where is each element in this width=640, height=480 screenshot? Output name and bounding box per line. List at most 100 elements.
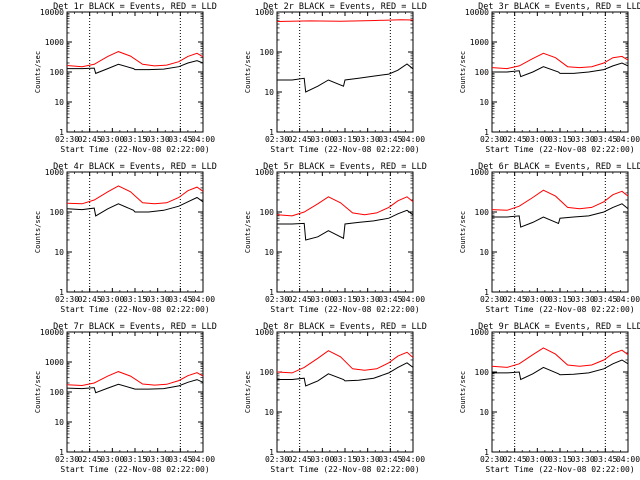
panel-2-series-events [277,63,414,93]
panel-5-xtick-label: 02:45 [288,295,312,304]
panel-8-ylabel: Counts/sec [244,371,252,413]
panel-3-ytick-label: 10000 [465,8,489,17]
panel-5-xtick-label: 03:30 [356,295,380,304]
panel-1-xtick-label: 03:15 [123,135,147,144]
panel-3-xtick-label: 03:45 [593,135,617,144]
panel-2-xtick-label: 03:45 [378,135,402,144]
panel-9-series-lld [491,347,629,368]
panel-2-title: Det 2r BLACK = Events, RED = LLD [263,2,427,12]
panel-7-series-lld [66,371,204,387]
panel-8-ytick-label: 100 [260,368,275,377]
panel-4-xlabel: Start Time (22-Nov-08 02:22:00) [60,305,209,314]
panel-5-xtick-label: 02:30 [265,295,289,304]
panel-4-frame [66,171,204,293]
panel-3-xtick-label: 02:30 [480,135,504,144]
panel-4-xtick-label: 03:45 [168,295,192,304]
panel-6-ytick-label: 1000 [470,168,489,177]
panel-4-series-lld [66,185,204,205]
panel-3-frame [491,11,629,133]
panel-1-xtick-label: 03:00 [100,135,124,144]
panel-1-ytick-label: 10000 [40,8,64,17]
panel-8-xlabel: Start Time (22-Nov-08 02:22:00) [270,465,419,474]
panel-5-xtick-label: 03:00 [310,295,334,304]
panel-2-ytick-label: 1000 [255,8,274,17]
panel-6-series-lld [491,189,629,211]
panel-6-ytick-label: 100 [475,208,490,217]
panel-2-xtick-label: 04:00 [401,135,425,144]
panel-1-frame [66,11,204,133]
panel-3-series-events [492,62,629,78]
panel-4-ytick-label: 10 [54,248,64,257]
panel-6-ytick-label: 1 [484,288,489,297]
panel-3-xtick-label: 03:15 [548,135,572,144]
panel-4-ytick-label: 1 [59,288,64,297]
panel-7-xtick-label: 03:30 [146,455,170,464]
panel-9-xtick-label: 04:00 [616,455,640,464]
panel-9-ytick-label: 10 [479,408,489,417]
panel-6-xlabel: Start Time (22-Nov-08 02:22:00) [485,305,634,314]
panel-2-ytick-label: 1 [269,128,274,137]
panel-7-xtick-label: 03:45 [168,455,192,464]
panel-7-title: Det 7r BLACK = Events, RED = LLD [53,322,217,332]
panel-7-xtick-label: 02:30 [55,455,79,464]
panel-2-xlabel: Start Time (22-Nov-08 02:22:00) [270,145,419,154]
panel-9-xtick-label: 03:00 [525,455,549,464]
panel-4-xtick-label: 02:45 [78,295,102,304]
panel-8-title: Det 8r BLACK = Events, RED = LLD [263,322,427,332]
panel-5-series-lld [276,196,414,217]
panel-5-frame [276,171,414,293]
panel-4-xtick-label: 03:30 [146,295,170,304]
panel-5-ylabel: Counts/sec [244,211,252,253]
panel-6-series-events [492,203,629,228]
panel-6-xtick-label: 03:00 [525,295,549,304]
panel-1-ytick-label: 1000 [45,38,64,47]
panel-4-ylabel: Counts/sec [34,211,42,253]
panel-9-ytick-label: 100 [475,368,490,377]
panel-7-ytick-label: 100 [50,388,65,397]
panel-9-series-events [492,359,629,381]
panel-3-ytick-label: 1000 [470,38,489,47]
panel-6-title: Det 6r BLACK = Events, RED = LLD [478,162,640,172]
panel-3-xtick-label: 03:00 [525,135,549,144]
panel-9-title: Det 9r BLACK = Events, RED = LLD [478,322,640,332]
panel-3-title: Det 3r BLACK = Events, RED = LLD [478,2,640,12]
panel-3-xlabel: Start Time (22-Nov-08 02:22:00) [485,145,634,154]
panel-7-ytick-label: 1 [59,448,64,457]
panel-6-frame [491,171,629,293]
panel-3-ytick-label: 100 [475,68,490,77]
panel-3-ytick-label: 1 [484,128,489,137]
panel-8-frame [276,331,414,453]
panel-9-xtick-label: 03:15 [548,455,572,464]
panel-5-ytick-label: 100 [260,208,275,217]
panel-7-xlabel: Start Time (22-Nov-08 02:22:00) [60,465,209,474]
panel-8-ytick-label: 1000 [255,328,274,337]
panel-1-ylabel: Counts/sec [34,51,42,93]
panel-9-xtick-label: 03:30 [571,455,595,464]
panel-5-ytick-label: 10 [264,248,274,257]
panel-2-series-lld [276,19,414,22]
panel-6-xtick-label: 02:45 [503,295,527,304]
panel-7-ylabel: Counts/sec [34,371,42,413]
panel-6-xtick-label: 02:30 [480,295,504,304]
panel-2-xtick-label: 02:45 [288,135,312,144]
panel-7-frame [66,331,204,453]
panel-1-title: Det 1r BLACK = Events, RED = LLD [53,2,217,12]
panel-3-xtick-label: 02:45 [503,135,527,144]
panel-1-xtick-label: 04:00 [191,135,215,144]
panel-1-ytick-label: 10 [54,98,64,107]
panel-8-xtick-label: 04:00 [401,455,425,464]
panel-1-xlabel: Start Time (22-Nov-08 02:22:00) [60,145,209,154]
panel-4-xtick-label: 04:00 [191,295,215,304]
panel-1-xtick-label: 02:30 [55,135,79,144]
panel-1-series-lld [66,51,204,68]
panel-2-ylabel: Counts/sec [244,51,252,93]
panel-5-series-events [277,209,414,241]
panel-3-ylabel: Counts/sec [459,51,467,93]
panel-9-ytick-label: 1000 [470,328,489,337]
panel-5-title: Det 5r BLACK = Events, RED = LLD [263,162,427,172]
panel-5-xtick-label: 03:45 [378,295,402,304]
panel-4-ytick-label: 100 [50,208,65,217]
panel-7-xtick-label: 03:15 [123,455,147,464]
panel-3-xtick-label: 03:30 [571,135,595,144]
panel-4-xtick-label: 03:00 [100,295,124,304]
